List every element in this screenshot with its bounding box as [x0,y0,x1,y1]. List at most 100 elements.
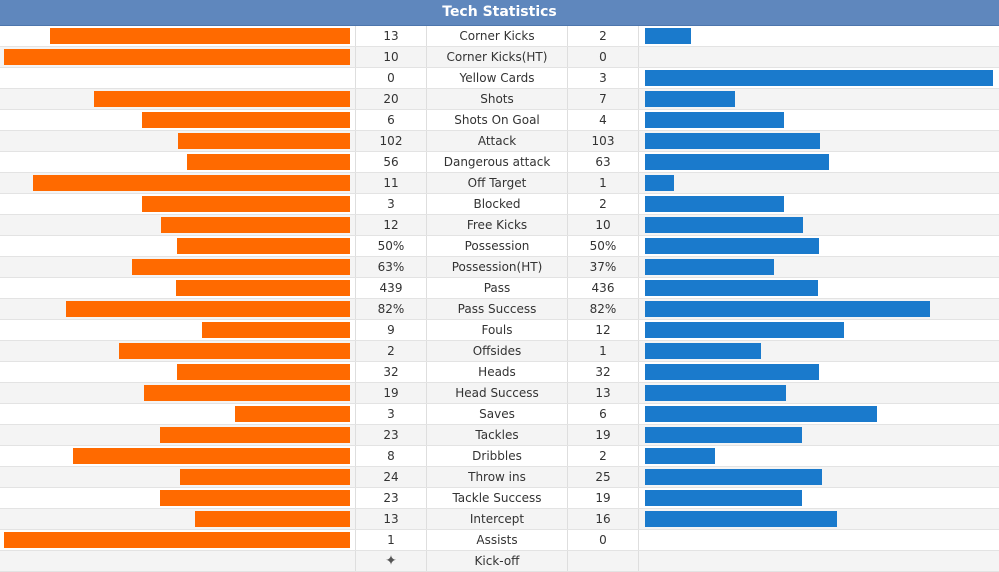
away-value: 1 [568,173,639,193]
away-value: 2 [568,26,639,46]
home-bar-cell [0,425,356,445]
away-value: 4 [568,110,639,130]
home-stat-bar [195,511,350,527]
home-value: 23 [356,425,427,445]
away-bar-cell [639,47,999,67]
home-bar-cell [0,362,356,382]
away-stat-bar [645,490,802,506]
away-stat-bar [645,112,784,128]
home-bar-cell [0,299,356,319]
stat-row: 32 Heads 32 [0,362,999,383]
away-value: 2 [568,446,639,466]
away-value: 63 [568,152,639,172]
stat-label: Off Target [427,173,568,193]
stat-row: 102 Attack 103 [0,131,999,152]
stat-label: Tackle Success [427,488,568,508]
home-value: 56 [356,152,427,172]
away-bar-cell [639,215,999,235]
home-bar-cell [0,215,356,235]
home-stat-bar [161,217,350,233]
away-stat-bar [645,217,803,233]
stat-row: 82% Pass Success 82% [0,299,999,320]
home-value: 13 [356,509,427,529]
stat-row: 6 Shots On Goal 4 [0,110,999,131]
home-value: 32 [356,362,427,382]
home-bar-cell [0,488,356,508]
home-stat-bar [119,343,350,359]
away-bar-cell [639,362,999,382]
stat-label: Fouls [427,320,568,340]
away-value: 50% [568,236,639,256]
kickoff-home-cell [0,551,356,571]
home-stat-bar [50,28,350,44]
stat-label: Throw ins [427,467,568,487]
away-value: 25 [568,467,639,487]
home-bar-cell [0,89,356,109]
home-stat-bar [144,385,350,401]
home-value: 20 [356,89,427,109]
stat-label: Possession(HT) [427,257,568,277]
away-value: 19 [568,425,639,445]
home-stat-bar [176,280,350,296]
away-stat-bar [645,385,786,401]
home-value: 82% [356,299,427,319]
home-stat-bar [4,49,350,65]
away-bar-cell [639,152,999,172]
stat-label: Saves [427,404,568,424]
away-value: 7 [568,89,639,109]
away-stat-bar [645,196,784,212]
away-bar-cell [639,194,999,214]
home-bar-cell [0,509,356,529]
away-stat-bar [645,343,761,359]
home-value: 439 [356,278,427,298]
stat-label: Attack [427,131,568,151]
home-bar-cell [0,446,356,466]
away-value: 16 [568,509,639,529]
home-value: 10 [356,47,427,67]
stat-row: 23 Tackle Success 19 [0,488,999,509]
away-value: 19 [568,488,639,508]
home-stat-bar [202,322,350,338]
home-bar-cell [0,194,356,214]
away-value: 12 [568,320,639,340]
home-stat-bar [94,91,350,107]
away-value: 37% [568,257,639,277]
home-stat-bar [235,406,350,422]
away-stat-bar [645,511,837,527]
away-stat-bar [645,427,802,443]
away-stat-bar [645,259,774,275]
stat-label: Dangerous attack [427,152,568,172]
stat-label: Pass [427,278,568,298]
kickoff-away-bar-cell [639,551,999,571]
home-stat-bar [187,154,350,170]
stat-row: 63% Possession(HT) 37% [0,257,999,278]
stat-label: Assists [427,530,568,550]
stat-rows: 13 Corner Kicks 2 10 Corner Kicks(HT) 0 0 Yello… [0,26,999,551]
away-stat-bar [645,406,877,422]
home-bar-cell [0,383,356,403]
stat-row: 13 Corner Kicks 2 [0,26,999,47]
away-value: 1 [568,341,639,361]
away-value: 2 [568,194,639,214]
away-value: 103 [568,131,639,151]
stat-row: 12 Free Kicks 10 [0,215,999,236]
away-bar-cell [639,173,999,193]
away-bar-cell [639,341,999,361]
stat-label: Shots [427,89,568,109]
stat-label: Intercept [427,509,568,529]
away-value: 0 [568,530,639,550]
stat-row: 3 Blocked 2 [0,194,999,215]
away-stat-bar [645,322,844,338]
away-stat-bar [645,91,735,107]
home-stat-bar [73,448,350,464]
away-value: 82% [568,299,639,319]
away-bar-cell [639,131,999,151]
home-bar-cell [0,173,356,193]
away-bar-cell [639,383,999,403]
stat-row: 0 Yellow Cards 3 [0,68,999,89]
kickoff-away-cell [568,551,639,571]
away-value: 3 [568,68,639,88]
home-value: 50% [356,236,427,256]
home-value: 2 [356,341,427,361]
